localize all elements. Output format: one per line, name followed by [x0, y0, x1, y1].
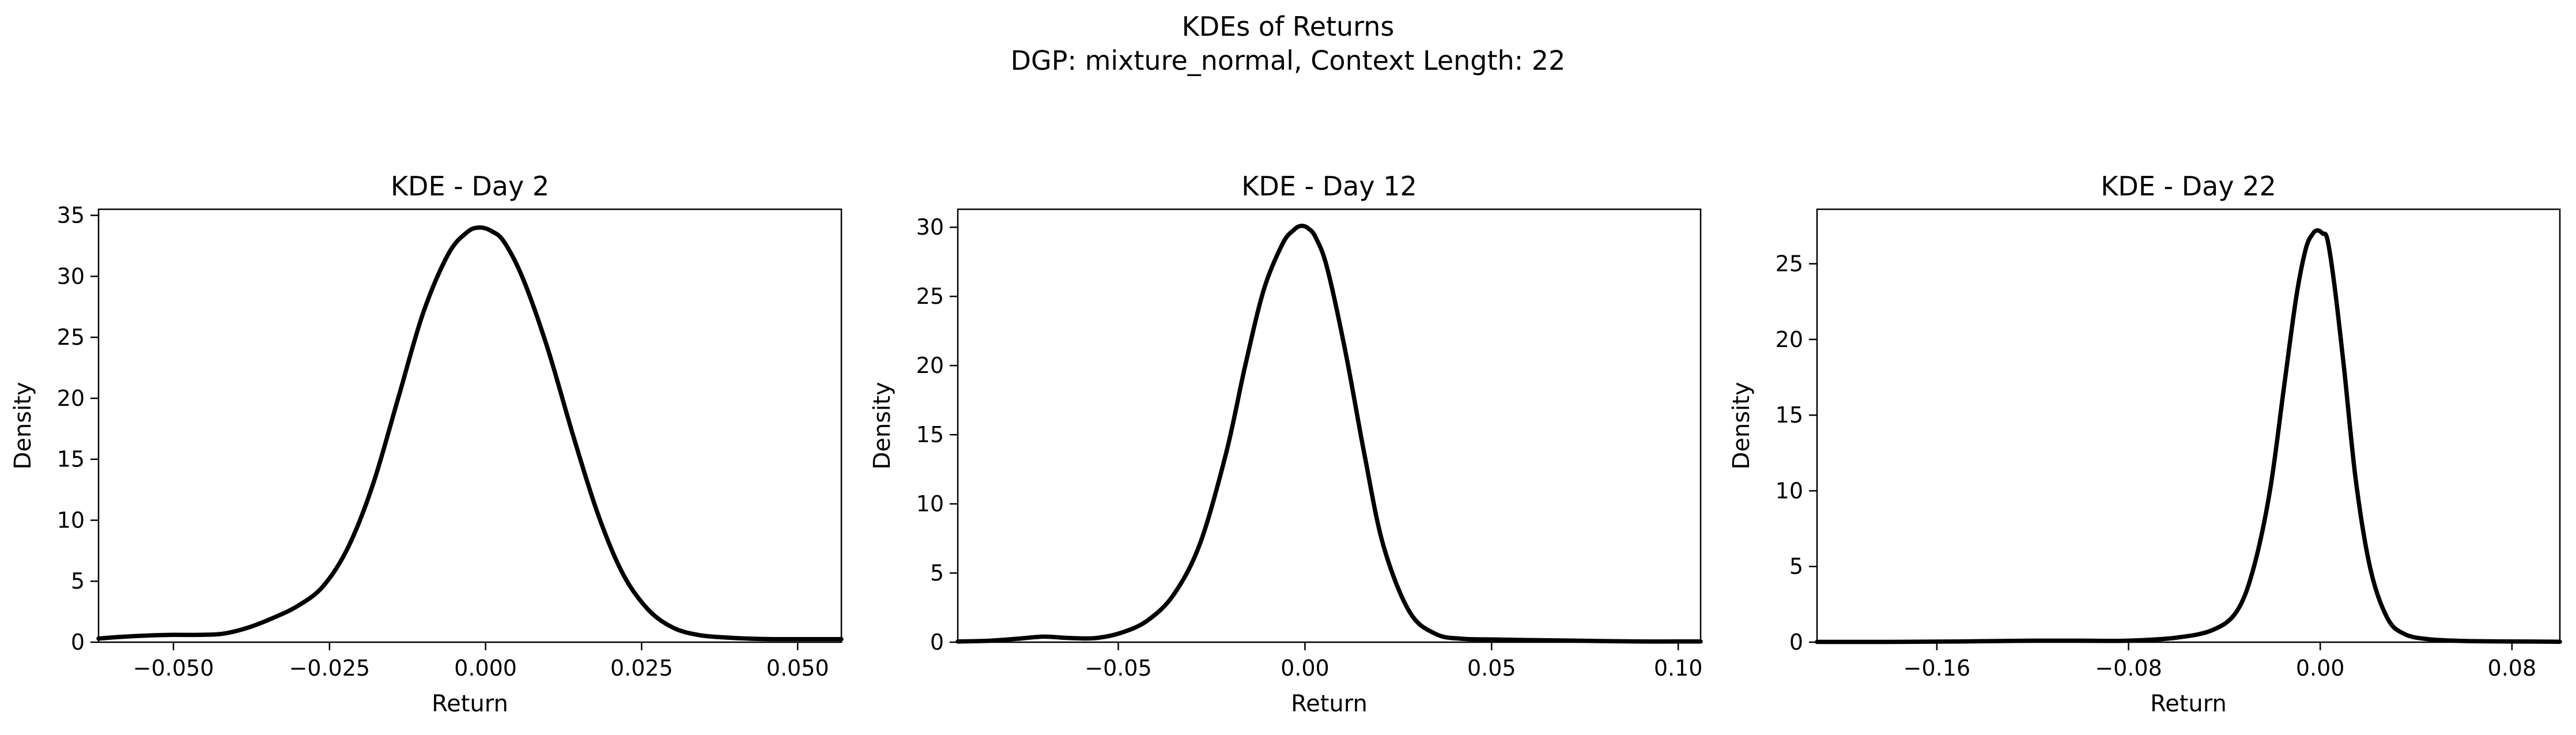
- kde-curve: [955, 223, 1703, 644]
- x-tick-label: 0.050: [766, 655, 829, 681]
- y-tick-label: 25: [916, 284, 944, 309]
- x-axis-label: Return: [432, 691, 508, 717]
- x-tick-label: −0.08: [2095, 655, 2162, 681]
- y-tick-label: 15: [1776, 402, 1803, 428]
- y-tick-label: 20: [916, 353, 944, 378]
- x-tick-label: −0.025: [289, 655, 370, 681]
- figure-subtitle: DGP: mixture_normal, Context Length: 22: [1011, 45, 1566, 76]
- y-tick-label: 35: [57, 203, 85, 228]
- y-tick-label: 10: [1776, 478, 1803, 503]
- x-tick-label: 0.00: [2296, 655, 2345, 681]
- y-axis-label: Density: [869, 382, 896, 469]
- chart-panel-day-2: KDE - Day 2 −0.050 −0.025 0.000 0.025 0.050 0 5…: [10, 171, 844, 717]
- x-axis-label: Return: [2150, 691, 2227, 717]
- figure-title: KDEs of Returns: [1182, 11, 1395, 42]
- y-tick-label: 30: [57, 263, 85, 289]
- y-tick-label: 25: [1776, 251, 1803, 277]
- y-tick-label: 0: [71, 630, 85, 655]
- x-tick-label: 0.10: [1654, 655, 1703, 681]
- x-axis-label: Return: [1291, 691, 1368, 717]
- panel-title: KDE - Day 22: [2101, 171, 2276, 202]
- y-tick-label: 15: [916, 422, 944, 447]
- x-tick-label: −0.05: [1085, 655, 1151, 681]
- y-tick-label: 5: [1789, 554, 1803, 579]
- y-tick-label: 0: [1789, 630, 1803, 655]
- y-tick-label: 30: [916, 214, 944, 240]
- plot-frame: [1816, 208, 2561, 643]
- y-tick-label: 20: [57, 386, 85, 411]
- plot-frame: [97, 208, 843, 643]
- y-tick-label: 5: [71, 568, 85, 594]
- panel-title: KDE - Day 2: [391, 171, 549, 202]
- x-tick-label: 0.000: [454, 655, 517, 681]
- y-axis-label: Density: [1728, 382, 1755, 469]
- x-tick-label: 0.025: [610, 655, 673, 681]
- y-tick-label: 25: [57, 325, 85, 350]
- x-tick-label: −0.16: [1903, 655, 1970, 681]
- y-tick-label: 5: [930, 560, 944, 586]
- y-tick-label: 10: [57, 507, 85, 533]
- x-tick-label: 0.00: [1281, 655, 1329, 681]
- panel-title: KDE - Day 12: [1241, 171, 1417, 202]
- y-tick-label: 10: [916, 491, 944, 517]
- chart-panel-day-22: KDE - Day 22 −0.16 −0.08 0.00 0.08 0 5 10 15 20 25…: [1728, 171, 2562, 717]
- y-tick-label: 15: [57, 447, 85, 472]
- kde-curve: [96, 225, 844, 642]
- x-tick-label: 0.08: [2488, 655, 2537, 681]
- y-tick-label: 20: [1776, 327, 1803, 352]
- chart-panel-day-12: KDE - Day 12 −0.05 0.00 0.05 0.10 0 5 10 15 20 25 3…: [869, 171, 1703, 717]
- kde-curve: [1815, 228, 2562, 644]
- y-tick-label: 0: [930, 630, 944, 655]
- x-tick-label: 0.05: [1467, 655, 1516, 681]
- y-axis-label: Density: [10, 382, 36, 469]
- x-tick-label: −0.050: [133, 655, 214, 681]
- plot-frame: [957, 208, 1702, 643]
